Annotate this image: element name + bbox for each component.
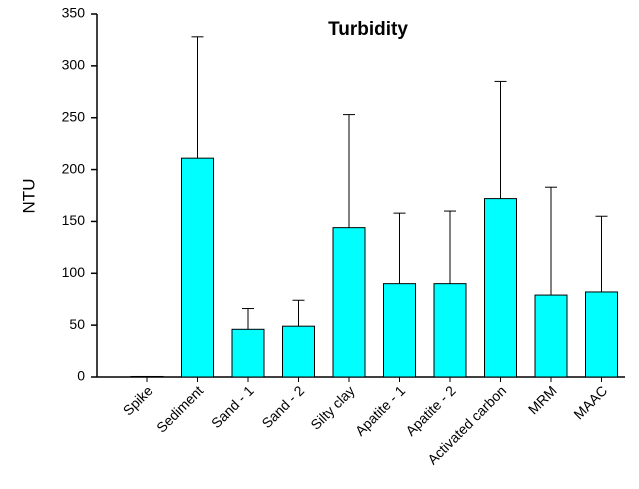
y-tick-label: 50 [69,316,85,332]
x-tick-label: Apatite - 1 [352,382,409,439]
y-tick-label: 350 [62,5,86,21]
bar [433,283,467,378]
y-tick-label: 300 [62,57,86,73]
y-tick-label: 0 [77,368,85,384]
y-tick-label: 150 [62,212,86,228]
x-tick-label: MRM [525,382,560,417]
bar [181,157,214,378]
x-tick-label: MAAC [570,382,610,422]
x-tick-label: Sediment [153,382,206,435]
bar [484,198,517,378]
bar [585,291,618,378]
y-tick-label: 250 [62,108,86,124]
y-axis-label: NTU [19,179,38,214]
bar [282,325,315,378]
bar [534,294,568,378]
y-tick-label: 200 [62,160,86,176]
x-tick-label: Spike [120,382,156,418]
bar [231,328,265,378]
chart-title: Turbidity [328,19,408,40]
x-tick-label: Silty clay [307,382,357,432]
x-tick-label: Sand - 1 [208,382,257,431]
bar [383,283,416,378]
bar [130,375,164,378]
y-tick-label: 100 [62,264,86,280]
x-tick-label: Sand - 2 [258,382,307,431]
bar [332,227,366,378]
